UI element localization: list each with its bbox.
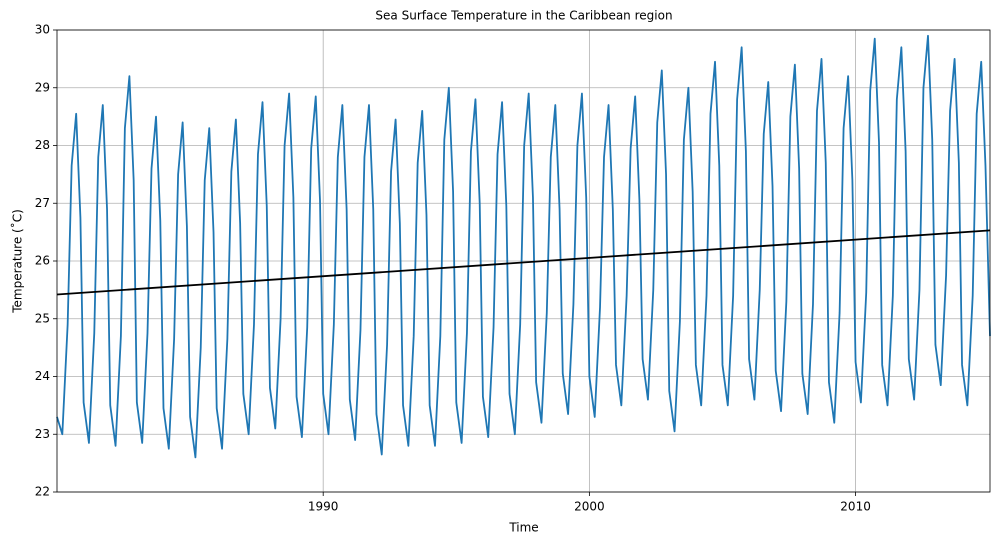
y-tick-label: 28 [35, 138, 50, 152]
y-tick-label: 24 [35, 369, 50, 383]
y-axis-label: Temperature (˚C) [10, 209, 25, 314]
chart-title: Sea Surface Temperature in the Caribbean… [375, 9, 672, 23]
x-axis-label: Time [508, 521, 538, 535]
plot-frame [56, 29, 991, 493]
y-tick-label: 26 [35, 254, 50, 268]
y-tick-label: 23 [35, 427, 50, 441]
x-tick-label: 2010 [840, 500, 871, 514]
data-line [56, 34, 991, 459]
y-tick-label: 30 [35, 23, 50, 37]
x-tick-label: 1990 [308, 500, 339, 514]
y-tick-label: 27 [35, 196, 50, 210]
y-tick-label: 29 [35, 80, 50, 94]
data-line [56, 229, 991, 296]
y-tick-label: 22 [35, 485, 50, 499]
y-tick-label: 25 [35, 311, 50, 325]
x-tick-label: 2000 [574, 500, 605, 514]
